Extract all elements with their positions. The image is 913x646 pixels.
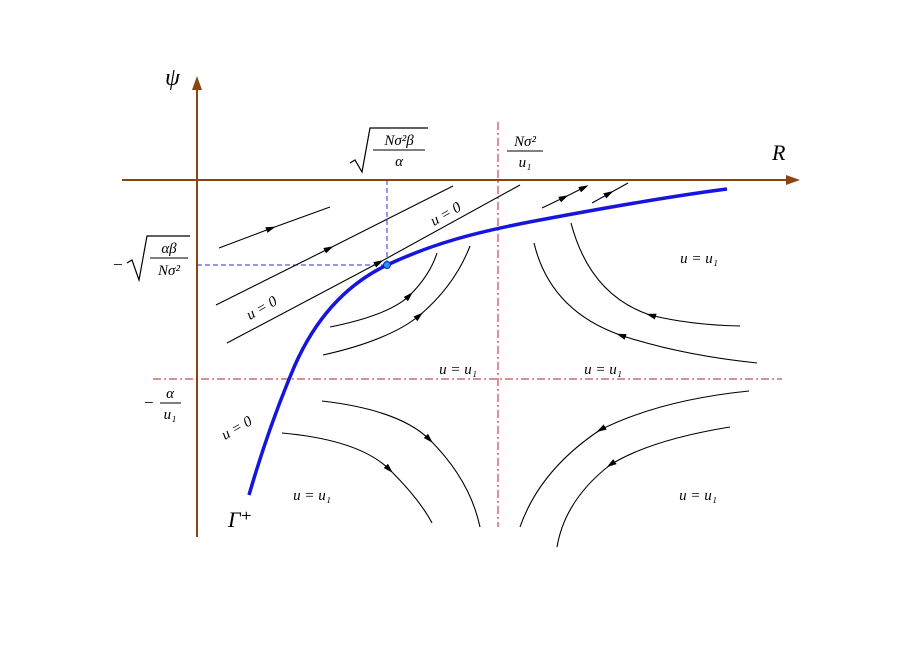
fraction-denominator: u₁: [164, 407, 177, 423]
fraction-numerator: Nσ²: [513, 134, 536, 150]
r-axis-label: R: [771, 140, 786, 165]
trajectory: [570, 222, 741, 327]
trajectory: [533, 242, 758, 364]
region-label: u = u₁: [680, 251, 718, 267]
radical-sign: [126, 235, 190, 283]
flow-line: [541, 185, 589, 209]
flow-line: [226, 184, 521, 344]
sign: −: [143, 393, 154, 412]
flow-line: [215, 185, 454, 306]
region-label: u = u₁: [293, 488, 331, 504]
radical-sign: [349, 127, 428, 174]
fraction-denominator: α: [395, 154, 404, 170]
region-label: u = 0: [219, 413, 256, 443]
trajectory: [281, 432, 433, 524]
trajectory: [329, 252, 438, 328]
sign: −: [112, 255, 123, 274]
trajectory: [322, 245, 471, 356]
curve-label: Γ⁺: [227, 507, 252, 532]
equilibrium-point: [383, 261, 391, 269]
flow-line: [218, 206, 331, 249]
trajectory: [519, 390, 750, 528]
trajectory: [321, 400, 481, 528]
region-label: u = u₁: [584, 362, 622, 378]
flow-line: [591, 182, 629, 204]
fraction-denominator: u₁: [519, 155, 532, 171]
fraction-numerator: Nσ²β: [383, 133, 414, 149]
fraction-denominator: Nσ²: [157, 263, 180, 279]
region-label: u = u₁: [439, 362, 477, 378]
fraction-numerator: α: [166, 386, 175, 402]
fraction-numerator: αβ: [161, 241, 177, 257]
gamma-curve: [247, 187, 728, 496]
region-label: u = u₁: [679, 488, 717, 504]
region-label: u = 0: [244, 293, 281, 323]
trajectory: [556, 426, 731, 548]
psi-axis-label: ψ: [165, 65, 181, 91]
